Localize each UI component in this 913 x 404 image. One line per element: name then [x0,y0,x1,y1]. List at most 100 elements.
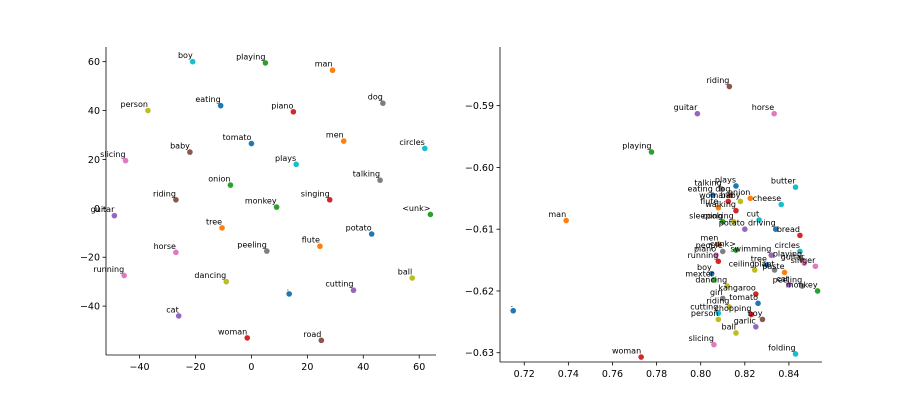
scatter-point [648,149,655,155]
scatter-point [175,313,182,319]
scatter-point [719,218,726,225]
point-label: cheese [753,194,781,203]
scatter-point [768,252,775,258]
scatter-point [725,198,732,205]
point-label: peeling [773,276,803,285]
x-tick-label: 0.80 [690,369,711,380]
scatter-point [326,196,333,203]
point-label: folding [768,343,795,352]
point-label: circles [399,138,424,147]
x-tick-label: −40 [130,362,150,373]
point-label: guitar [91,205,115,214]
y-tick-label: −0.59 [465,101,494,112]
scatter-point [427,211,434,218]
point-label: onion [208,175,230,184]
x-tick-label: 0.72 [514,369,535,380]
point-label: tomato [223,133,252,142]
point-label: horse [154,242,176,251]
point-label: tomato [729,293,758,302]
point-label: eating [195,95,220,104]
scatter-point [748,311,755,318]
scatter-point [719,295,726,302]
scatter-point [638,354,644,360]
point-label: peeling [237,241,267,250]
scatter-point [792,351,799,357]
scatter-point [227,182,234,188]
scatter-point [293,161,299,168]
point-label: men [326,131,344,140]
x-tick-label: 0.84 [778,369,799,380]
scatter-point [262,60,269,66]
point-label: <unk> [402,204,430,213]
scatter-point [380,100,386,107]
point-label: flute [700,197,718,206]
scatter-point [799,283,805,289]
scatter-point [713,252,719,258]
scatter-point [694,110,701,117]
x-tick-label: 0.78 [646,369,667,380]
point-label: dancing [695,276,727,285]
point-label: potato [346,224,372,233]
x-tick-label: 0 [248,362,254,373]
y-tick-label: 60 [88,57,100,68]
y-tick-label: 0 [94,204,100,215]
y-tick-label: −0.63 [465,348,494,359]
y-tick-label: −0.61 [465,225,494,236]
scatter-point [145,107,151,114]
scatter-point [797,248,803,255]
scatter-point [409,275,416,281]
point-label: plays [715,175,736,184]
point-label: mexter [685,269,714,278]
scatter-point [724,283,730,289]
point-label: slicing [100,150,125,159]
point-label: people [696,241,723,250]
point-label: baby [170,142,190,151]
point-label: boy [748,309,763,318]
x-tick-label: −20 [185,362,205,373]
point-label: running [687,251,718,260]
scatter-point [771,110,777,117]
scatter-point [715,258,722,265]
left-scatter-panel: −40 −20 0 20 40 60 −40 −20 0 20 40 60 boy playing man p… [80,47,436,373]
x-tick-label: 20 [301,362,313,373]
scatter-point [173,196,179,203]
y-tick-label: 20 [88,155,100,166]
scatter-point [726,83,733,90]
scatter-point [711,341,717,348]
scatter-point [318,337,325,344]
point-label: men [701,234,719,243]
point-label: cat [776,274,788,283]
scatter-point [422,145,428,152]
y-tick-label: −20 [80,253,100,264]
point-label: driving [748,219,776,228]
point-label: girl [710,288,723,297]
point-label: piano [694,245,716,254]
scatter-point [759,316,766,323]
scatter-point [781,269,788,276]
scatter-point [730,218,737,225]
scatter-point [726,304,733,310]
point-label: man [548,210,566,219]
point-label: woman [218,327,247,336]
scatter-point [111,212,118,219]
scatter-point [710,192,716,199]
point-label: person [691,309,718,318]
point-label: cut [747,209,760,218]
scatter-point [737,198,744,205]
scatter-point [350,287,357,294]
point-label: riding [153,189,176,198]
scatter-point [756,217,762,223]
point-label: cutting [325,280,353,289]
point-label: plant [754,259,774,268]
point-label: guitar [674,103,698,112]
point-label: bread [777,225,800,234]
scatter-point [814,288,821,294]
scatter-point [244,335,251,341]
scatter-point [290,108,297,115]
scatter-point [715,241,722,247]
x-tick-label: 0.74 [558,369,579,380]
scatter-point [219,225,225,231]
point-label: garlic [734,316,756,325]
point-label: potato [719,219,745,228]
